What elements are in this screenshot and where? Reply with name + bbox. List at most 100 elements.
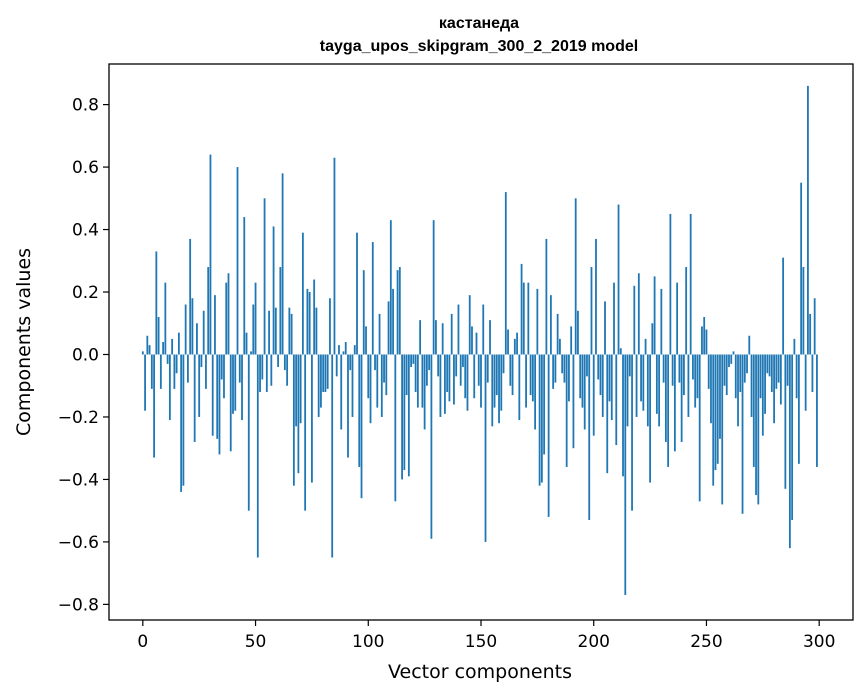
bar-component-89 bbox=[342, 351, 345, 355]
bar-component-253 bbox=[712, 354, 715, 486]
bar-component-243 bbox=[689, 213, 692, 355]
bar-component-135 bbox=[446, 354, 449, 392]
bar-component-36 bbox=[223, 354, 225, 399]
bar-component-278 bbox=[768, 354, 771, 377]
bar-component-173 bbox=[531, 354, 534, 402]
bar-component-50 bbox=[254, 282, 257, 355]
bar-component-70 bbox=[299, 354, 302, 424]
bar-component-287 bbox=[788, 354, 791, 549]
bar-component-104 bbox=[376, 354, 379, 408]
bar-component-242 bbox=[687, 354, 690, 417]
bar-component-227 bbox=[653, 276, 656, 355]
bar-component-295 bbox=[807, 85, 809, 355]
bar-component-45 bbox=[243, 217, 246, 355]
bar-component-144 bbox=[466, 354, 469, 411]
bar-component-69 bbox=[297, 354, 300, 474]
bar-component-199 bbox=[590, 267, 593, 355]
bar-component-121 bbox=[414, 354, 417, 392]
bar-component-71 bbox=[301, 232, 304, 355]
bar-component-170 bbox=[525, 354, 527, 408]
bar-component-80 bbox=[322, 354, 325, 392]
bar-component-92 bbox=[349, 354, 352, 371]
bar-component-91 bbox=[347, 354, 349, 458]
bar-component-264 bbox=[737, 354, 739, 427]
bar-component-48 bbox=[250, 351, 252, 355]
bar-component-192 bbox=[574, 198, 577, 355]
bar-component-171 bbox=[527, 282, 530, 355]
bar-component-234 bbox=[669, 213, 672, 355]
bar-component-269 bbox=[748, 335, 751, 355]
plot-frame bbox=[108, 63, 854, 621]
bar-component-41 bbox=[234, 354, 237, 411]
bar-component-35 bbox=[220, 354, 223, 380]
bar-component-201 bbox=[595, 238, 597, 355]
bar-component-275 bbox=[761, 354, 764, 436]
bar-component-154 bbox=[489, 320, 491, 355]
bar-component-131 bbox=[437, 354, 440, 377]
bar-component-163 bbox=[509, 354, 512, 386]
bar-component-139 bbox=[455, 354, 458, 377]
y-axis-label: Components values bbox=[13, 248, 35, 436]
bar-component-162 bbox=[507, 329, 509, 355]
x-tick-label: 200 bbox=[578, 632, 610, 652]
chart-subtitle: tayga_upos_skipgram_300_2_2019 model bbox=[320, 38, 638, 55]
bar-component-232 bbox=[664, 354, 667, 442]
bar-component-129 bbox=[432, 220, 435, 355]
bar-component-103 bbox=[374, 354, 376, 371]
bar-component-84 bbox=[331, 354, 334, 558]
y-tick-label: 0.4 bbox=[72, 221, 99, 241]
bar-component-270 bbox=[750, 354, 753, 417]
bar-component-283 bbox=[779, 354, 782, 405]
bar-component-93 bbox=[351, 354, 354, 417]
bar-component-10 bbox=[164, 282, 167, 355]
bar-component-237 bbox=[676, 282, 679, 355]
bar-component-42 bbox=[236, 167, 239, 355]
y-tick-label: −0.8 bbox=[58, 595, 99, 615]
bar-component-146 bbox=[471, 326, 473, 355]
bar-component-60 bbox=[277, 354, 279, 367]
bar-component-15 bbox=[175, 354, 178, 374]
bar-component-290 bbox=[795, 354, 798, 399]
bar-component-94 bbox=[353, 345, 356, 355]
x-tick-label: 100 bbox=[352, 632, 384, 652]
bar-component-96 bbox=[358, 354, 361, 467]
bar-component-220 bbox=[637, 273, 640, 355]
bar-component-259 bbox=[725, 354, 728, 396]
bar-component-267 bbox=[743, 354, 746, 383]
bar-component-285 bbox=[784, 354, 787, 489]
bar-component-187 bbox=[563, 354, 566, 383]
bar-component-25 bbox=[198, 354, 201, 417]
bar-component-289 bbox=[793, 338, 796, 355]
bar-component-293 bbox=[802, 267, 805, 355]
bar-component-214 bbox=[624, 354, 627, 596]
bar-component-179 bbox=[545, 238, 548, 355]
bar-component-120 bbox=[412, 354, 415, 364]
y-tick-label: −0.2 bbox=[58, 408, 99, 428]
bar-component-197 bbox=[586, 354, 588, 377]
bar-component-266 bbox=[741, 354, 744, 514]
bar-component-12 bbox=[168, 354, 171, 421]
bar-component-205 bbox=[604, 301, 606, 355]
bar-component-9 bbox=[162, 342, 165, 355]
bar-component-79 bbox=[320, 354, 322, 408]
bar-component-276 bbox=[764, 354, 766, 414]
bar-component-125 bbox=[423, 354, 426, 430]
bar-component-235 bbox=[671, 354, 674, 386]
bar-component-127 bbox=[428, 354, 431, 371]
bar-component-86 bbox=[335, 354, 338, 377]
bar-component-255 bbox=[716, 354, 719, 464]
bar-component-99 bbox=[365, 326, 367, 355]
x-tick-label: 250 bbox=[690, 632, 722, 652]
bar-component-98 bbox=[362, 270, 365, 355]
bar-component-24 bbox=[196, 323, 198, 355]
bar-component-282 bbox=[777, 354, 780, 383]
x-tick-label: 300 bbox=[803, 632, 835, 652]
y-tick-label: 0.0 bbox=[72, 345, 99, 365]
bar-component-202 bbox=[597, 354, 600, 380]
bar-component-108 bbox=[385, 354, 388, 396]
bar-component-33 bbox=[216, 354, 219, 439]
bar-component-256 bbox=[719, 354, 721, 439]
bar-component-249 bbox=[703, 317, 706, 355]
bar-component-258 bbox=[723, 354, 726, 386]
